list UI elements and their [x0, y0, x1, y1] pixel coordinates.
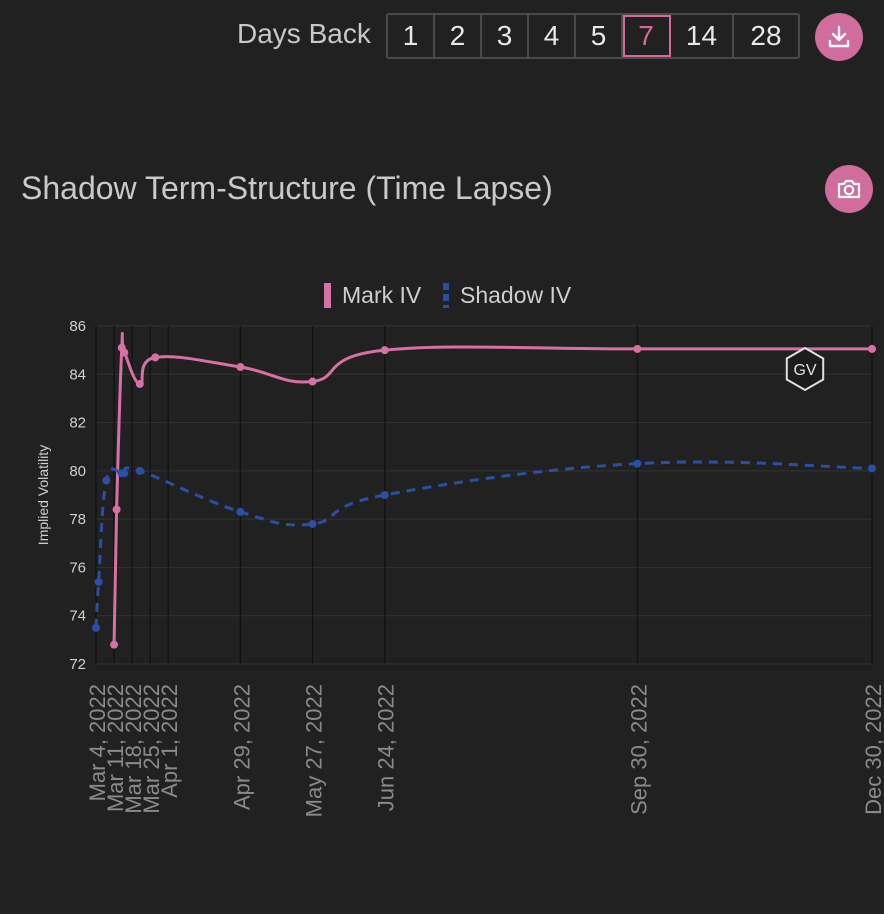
download-icon — [828, 25, 850, 48]
shadow-iv-point — [135, 466, 144, 475]
download-button[interactable] — [815, 13, 863, 61]
mark-iv-point — [633, 344, 642, 353]
x-tick-label: Mar 25, 2022 — [139, 684, 164, 814]
shadow-iv-line — [94, 460, 873, 628]
mark-iv-point — [868, 344, 876, 353]
shadow-iv-point — [92, 623, 100, 632]
x-tick-label: Dec 30, 2022 — [861, 684, 884, 815]
mark-iv-point — [151, 353, 160, 362]
y-tick-label: 82 — [69, 415, 86, 432]
y-axis-label: Implied Volatility — [35, 445, 51, 545]
y-tick-label: 74 — [69, 608, 86, 625]
y-tick-label: 72 — [69, 656, 86, 673]
y-tick-label: 76 — [69, 559, 86, 576]
days-option-28[interactable]: 28 — [750, 20, 782, 51]
x-tick-label: Sep 30, 2022 — [626, 684, 651, 815]
mark-iv-point — [236, 363, 245, 372]
x-tick-label: Apr 29, 2022 — [229, 684, 254, 810]
days-back-selector: 1 2 3 4 5 7 14 28 — [386, 13, 800, 59]
y-tick-label: 78 — [69, 511, 86, 528]
x-tick-label: May 27, 2022 — [302, 684, 327, 817]
mark-iv-point — [380, 346, 389, 355]
y-tick-label: 84 — [69, 366, 86, 383]
screenshot-button[interactable] — [825, 165, 873, 213]
camera-icon — [837, 179, 861, 199]
legend-label-mark-iv: Mark IV — [342, 282, 422, 308]
shadow-iv-point — [236, 507, 245, 516]
legend-swatch-mark-iv — [324, 283, 331, 308]
mark-iv-line — [112, 331, 873, 645]
mark-iv-point — [110, 640, 119, 649]
chart-title: Shadow Term-Structure (Time Lapse) — [21, 170, 553, 206]
mark-iv-point — [135, 379, 144, 388]
days-option-1[interactable]: 1 — [388, 15, 435, 57]
x-tick-label: Mar 4, 2022 — [85, 684, 110, 801]
days-option-7[interactable]: 7 — [623, 15, 671, 57]
mark-iv-point — [120, 348, 129, 357]
days-option-4[interactable]: 4 — [529, 15, 576, 57]
days-option-2[interactable]: 2 — [435, 15, 482, 57]
days-option-3[interactable]: 3 — [482, 15, 529, 57]
days-back-label: Days Back — [237, 18, 371, 49]
days-option-5[interactable]: 5 — [576, 15, 623, 57]
shadow-iv-point — [120, 469, 129, 478]
y-tick-label: 86 — [69, 318, 86, 335]
legend-label-shadow-iv: Shadow IV — [460, 282, 572, 308]
gv-logo-icon — [785, 346, 825, 392]
mark-iv-point — [308, 377, 317, 386]
shadow-iv-point — [380, 491, 389, 499]
shadow-iv-point — [94, 577, 103, 586]
shadow-iv-point — [102, 476, 111, 485]
x-tick-label: Mar 11, 2022 — [103, 684, 128, 812]
shadow-iv-point — [868, 464, 876, 473]
gv-logo-text: GV — [793, 362, 816, 379]
y-tick-label: 80 — [69, 463, 86, 480]
x-tick-label: Mar 18, 2022 — [121, 684, 146, 814]
shadow-iv-point — [308, 519, 317, 528]
x-tick-label: Jun 24, 2022 — [374, 684, 399, 811]
x-tick-label: Apr 1, 2022 — [157, 684, 182, 798]
shadow-iv-point — [633, 459, 642, 468]
mark-iv-point — [112, 505, 121, 514]
days-option-14[interactable]: 14 — [671, 15, 734, 57]
